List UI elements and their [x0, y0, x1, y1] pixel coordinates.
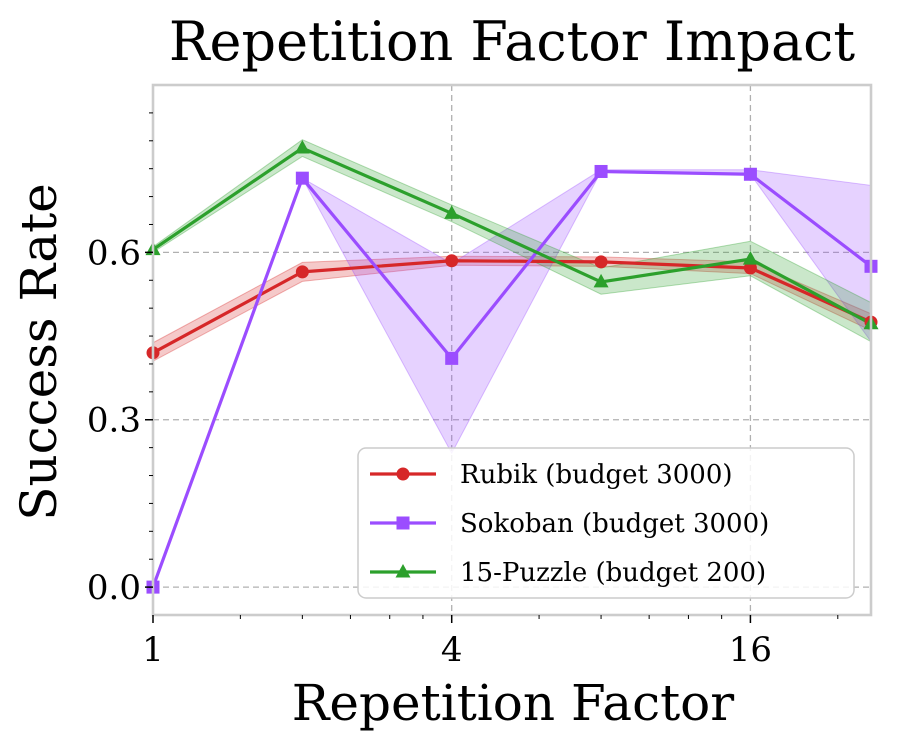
legend: Rubik (budget 3000) Sokoban (budget 3000)… — [357, 447, 855, 599]
legend-marker-2 — [395, 564, 411, 578]
data-point — [295, 171, 309, 185]
x-tick-label: 1 — [142, 630, 164, 670]
legend-marker-0 — [396, 467, 410, 481]
x-axis-label: Repetition Factor — [292, 674, 735, 732]
legend-label-2: 15-Puzzle (budget 200) — [460, 558, 766, 588]
data-point — [445, 351, 459, 365]
data-point — [295, 265, 309, 279]
data-point — [294, 140, 310, 154]
data-point — [445, 254, 459, 268]
data-point — [593, 273, 609, 288]
plot-frame — [151, 83, 873, 617]
series-line-1 — [151, 169, 872, 588]
legend-box — [357, 447, 855, 599]
series-line-0 — [152, 259, 872, 355]
chart-title: Repetition Factor Impact — [169, 10, 856, 73]
axis-ticks: 1 4 16 0.0 0.3 0.6 — [87, 112, 839, 670]
legend-marker-1 — [396, 516, 410, 530]
series-lines — [151, 146, 872, 588]
data-point — [444, 205, 460, 219]
x-tick-label: 16 — [729, 630, 772, 670]
legend-label-0: Rubik (budget 3000) — [460, 460, 733, 490]
series-line-2 — [152, 146, 872, 326]
data-point — [743, 261, 757, 275]
legend-label-1: Sokoban (budget 3000) — [460, 509, 769, 539]
y-tick-label: 0.0 — [87, 568, 141, 608]
data-point — [594, 255, 608, 269]
y-axis-label: Success Rate — [10, 183, 68, 521]
data-point — [743, 167, 757, 181]
x-tick-label: 4 — [441, 630, 463, 670]
y-tick-label: 0.6 — [87, 233, 141, 273]
y-tick-label: 0.3 — [87, 401, 141, 441]
data-point — [742, 251, 758, 265]
data-point — [594, 164, 608, 178]
